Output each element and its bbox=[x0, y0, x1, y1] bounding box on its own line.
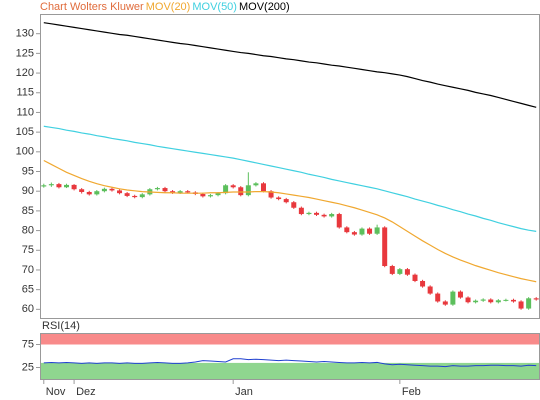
candle-body bbox=[215, 193, 221, 196]
candle-body bbox=[207, 195, 213, 197]
y-tick-label: 60 bbox=[22, 303, 34, 315]
y-tick-label: 125 bbox=[16, 47, 34, 59]
candle-body bbox=[306, 212, 312, 215]
y-tick-label: 90 bbox=[22, 185, 34, 197]
candle-body bbox=[510, 299, 516, 302]
candle-body bbox=[117, 190, 123, 194]
candle-body bbox=[162, 188, 168, 192]
candle-body bbox=[488, 299, 494, 303]
candle-body bbox=[223, 185, 229, 194]
y-tick-label: 100 bbox=[16, 146, 34, 158]
candle-body bbox=[132, 195, 138, 198]
candle-body bbox=[412, 274, 418, 281]
candle-body bbox=[450, 291, 456, 305]
price-panel bbox=[40, 14, 540, 319]
y-tick-label: 80 bbox=[22, 224, 34, 236]
candle-body bbox=[260, 183, 266, 192]
candle-body bbox=[170, 191, 176, 193]
candle-body bbox=[230, 185, 236, 188]
candle-body bbox=[71, 184, 77, 190]
x-tick-label: Feb bbox=[402, 386, 421, 398]
candle-body bbox=[526, 298, 532, 309]
candle-body bbox=[291, 202, 297, 208]
candle-body bbox=[336, 214, 342, 228]
y-tick-label: 95 bbox=[22, 165, 34, 177]
moving-average-line bbox=[43, 159, 537, 283]
candle-body bbox=[344, 227, 350, 233]
y-tick-label: 110 bbox=[16, 106, 34, 118]
candle-body bbox=[253, 183, 259, 186]
x-tick-label: Jan bbox=[235, 386, 253, 398]
candle-body bbox=[101, 188, 107, 192]
candle-body bbox=[321, 214, 327, 217]
candle-body bbox=[283, 199, 289, 203]
chart-title: Chart Wolters Kluwer bbox=[40, 1, 144, 13]
rsi-band bbox=[40, 333, 540, 345]
rsi-title: RSI(14) bbox=[42, 320, 80, 332]
legend-entry: MOV(200) bbox=[239, 1, 290, 13]
candle-body bbox=[298, 207, 304, 215]
y-tick-label: 65 bbox=[22, 284, 34, 296]
candle-body bbox=[435, 293, 441, 302]
candle-body bbox=[41, 185, 47, 187]
candle-body bbox=[314, 212, 320, 215]
candle-body bbox=[245, 185, 251, 196]
candle-body bbox=[533, 298, 539, 300]
rsi-line bbox=[43, 358, 537, 368]
x-tick-label: Nov bbox=[46, 386, 66, 398]
candle-body bbox=[276, 197, 282, 200]
candle-body bbox=[154, 188, 160, 190]
candle-body bbox=[56, 184, 62, 188]
candle-body bbox=[109, 188, 115, 191]
candle-body bbox=[329, 214, 335, 217]
candle-body bbox=[503, 299, 509, 301]
candle-body bbox=[124, 193, 130, 196]
y-tick-label: 25 bbox=[22, 361, 34, 373]
y-tick-label: 120 bbox=[16, 67, 34, 79]
candle-body bbox=[374, 227, 380, 234]
candle-body bbox=[268, 191, 274, 198]
candle-body bbox=[420, 280, 426, 287]
moving-average-line bbox=[43, 22, 537, 108]
y-tick-label: 85 bbox=[22, 205, 34, 217]
candle-body bbox=[185, 191, 191, 193]
candle-body bbox=[480, 299, 486, 301]
candle-body bbox=[442, 301, 448, 305]
candle-body bbox=[48, 184, 54, 186]
y-tick-label: 130 bbox=[16, 28, 34, 40]
candle-body bbox=[473, 300, 479, 303]
candle-body bbox=[397, 269, 403, 274]
candle-body bbox=[389, 266, 395, 274]
candle-body bbox=[177, 191, 183, 193]
candle-body bbox=[465, 297, 471, 303]
y-tick-label: 105 bbox=[16, 126, 34, 138]
candle-body bbox=[382, 227, 388, 267]
legend-entry: MOV(50) bbox=[192, 1, 237, 13]
candle-body bbox=[64, 184, 70, 188]
candle-body bbox=[367, 228, 373, 234]
candle-body bbox=[359, 228, 365, 235]
y-tick-label: 75 bbox=[22, 338, 34, 350]
candle-body bbox=[79, 189, 85, 192]
candle-body bbox=[495, 300, 501, 303]
y-tick-label: 75 bbox=[22, 244, 34, 256]
moving-average-line bbox=[43, 125, 537, 232]
candle-body bbox=[404, 269, 410, 275]
candle-body bbox=[139, 194, 145, 198]
candle-body bbox=[238, 187, 244, 196]
x-tick-label: Dez bbox=[76, 386, 96, 398]
y-tick-label: 70 bbox=[22, 264, 34, 276]
y-tick-label: 115 bbox=[16, 87, 34, 99]
candle-body bbox=[518, 301, 524, 309]
candle-body bbox=[457, 291, 463, 298]
candle-body bbox=[351, 232, 357, 235]
legend-entry: MOV(20) bbox=[146, 1, 191, 13]
candle-body bbox=[427, 286, 433, 294]
candle-body bbox=[94, 191, 100, 195]
candle-body bbox=[86, 191, 92, 195]
rsi-band bbox=[40, 362, 540, 379]
candle-body bbox=[200, 193, 206, 197]
